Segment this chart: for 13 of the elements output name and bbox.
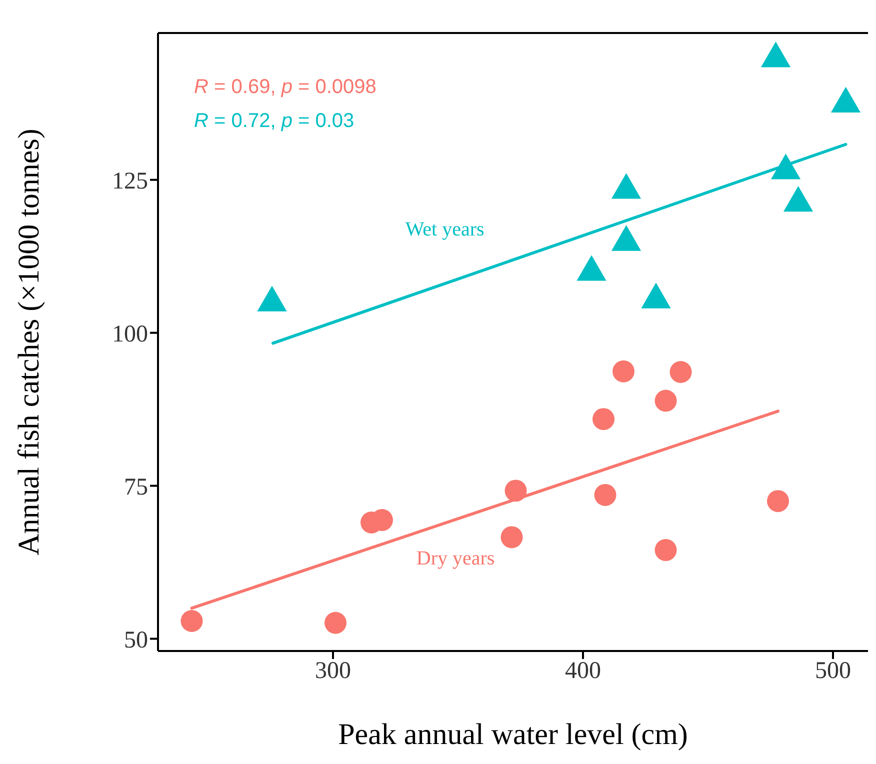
annotation: R = 0.69, p = 0.0098 [194,76,376,98]
text: Wet years [405,218,484,241]
y-tick-label: 50 [124,627,148,654]
y-axis-title: Annual fish catches (×1000 tonnes) [12,128,46,556]
series-label: Dry years [416,548,495,570]
x-tick-label: 500 [815,658,851,684]
y-tick-label: 75 [124,474,148,500]
annotation: R = 0.72, p = 0.03 [194,110,354,132]
x-axis-title: Peak annual water level (cm) [338,718,688,751]
x-tick-label: 300 [315,658,351,684]
y-tick-label: 125 [112,168,148,194]
x-tick-label: 400 [565,658,601,684]
y-tick-label: 100 [112,321,148,348]
